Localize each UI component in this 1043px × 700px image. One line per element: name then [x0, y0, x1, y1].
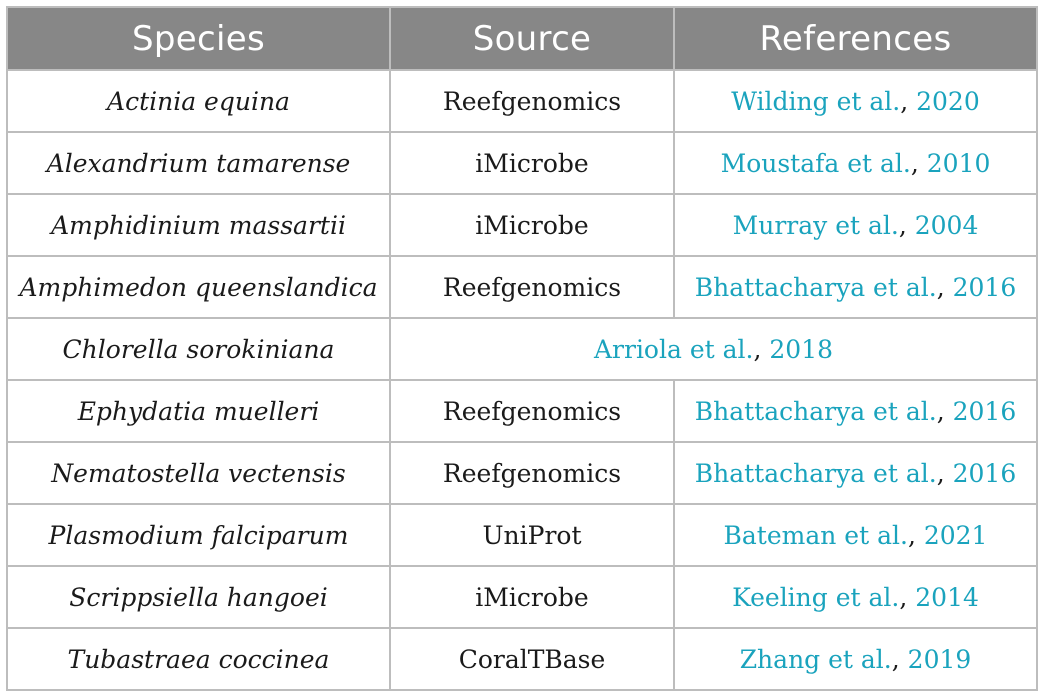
reference-cell: Bateman et al., 2021 [673, 503, 1038, 567]
species-cell: Amphidinium massartii [6, 193, 391, 257]
source-cell: iMicrobe [389, 193, 675, 257]
header-references: References [673, 6, 1038, 71]
reference-year-link[interactable]: 2010 [926, 148, 991, 178]
source-cell: CoralTBase [389, 627, 675, 691]
table-row: Tubastraea coccinea CoralTBase Zhang et … [6, 627, 1038, 691]
species-table: Species Source References Actinia equina… [6, 6, 1038, 691]
reference-separator: , [899, 582, 916, 612]
source-cell: Reefgenomics [389, 255, 675, 319]
species-cell: Alexandrium tamarense [6, 131, 391, 195]
species-cell: Nematostella vectensis [6, 441, 391, 505]
reference-authors-link[interactable]: Zhang et al. [739, 644, 892, 674]
source-cell: iMicrobe [389, 131, 675, 195]
table-header-row: Species Source References [6, 6, 1038, 71]
species-cell: Amphimedon queenslandica [6, 255, 391, 319]
reference-authors-link[interactable]: Arriola et al. [593, 334, 754, 364]
table-row: Alexandrium tamarense iMicrobe Moustafa … [6, 131, 1038, 195]
reference-year-link[interactable]: 2014 [915, 582, 979, 612]
reference-year-link[interactable]: 2004 [914, 210, 979, 240]
species-cell: Tubastraea coccinea [6, 627, 391, 691]
source-cell: Reefgenomics [389, 69, 675, 133]
reference-cell: Keeling et al., 2014 [673, 565, 1038, 629]
species-cell: Plasmodium falciparum [6, 503, 391, 567]
reference-separator: , [753, 334, 770, 364]
species-cell: Ephydatia muelleri [6, 379, 391, 443]
reference-authors-link[interactable]: Keeling et al. [732, 582, 900, 612]
reference-year-link[interactable]: 2019 [907, 644, 972, 674]
source-cell: Reefgenomics [389, 441, 675, 505]
reference-authors-link[interactable]: Bhattacharya et al. [694, 272, 937, 302]
source-cell: iMicrobe [389, 565, 675, 629]
reference-separator: , [936, 458, 953, 488]
species-cell: Scrippsiella hangoei [6, 565, 391, 629]
reference-year-link[interactable]: 2016 [952, 272, 1017, 302]
reference-separator: , [900, 86, 917, 116]
table-row: Plasmodium falciparum UniProt Bateman et… [6, 503, 1038, 567]
table-row: Amphidinium massartii iMicrobe Murray et… [6, 193, 1038, 257]
source-cell: Reefgenomics [389, 379, 675, 443]
reference-cell: Bhattacharya et al., 2016 [673, 379, 1038, 443]
reference-year-link[interactable]: 2021 [923, 520, 988, 550]
species-cell: Chlorella sorokiniana [6, 317, 391, 381]
header-species: Species [6, 6, 391, 71]
species-cell: Actinia equina [6, 69, 391, 133]
table-row: Amphimedon queenslandica Reefgenomics Bh… [6, 255, 1038, 319]
reference-cell: Moustafa et al., 2010 [673, 131, 1038, 195]
source-cell: UniProt [389, 503, 675, 567]
reference-separator: , [936, 272, 953, 302]
reference-authors-link[interactable]: Murray et al. [732, 210, 899, 240]
reference-authors-link[interactable]: Bhattacharya et al. [694, 458, 937, 488]
reference-separator: , [891, 644, 908, 674]
reference-separator: , [898, 210, 915, 240]
reference-authors-link[interactable]: Wilding et al. [731, 86, 901, 116]
reference-authors-link[interactable]: Moustafa et al. [720, 148, 911, 178]
reference-year-link[interactable]: 2016 [952, 396, 1017, 426]
reference-cell-merged: Arriola et al., 2018 [389, 317, 1038, 381]
reference-cell: Wilding et al., 2020 [673, 69, 1038, 133]
reference-separator: , [936, 396, 953, 426]
table-row: Chlorella sorokiniana Arriola et al., 20… [6, 317, 1038, 381]
species-table-container: Species Source References Actinia equina… [6, 6, 1038, 691]
reference-cell: Bhattacharya et al., 2016 [673, 441, 1038, 505]
table-row: Ephydatia muelleri Reefgenomics Bhattach… [6, 379, 1038, 443]
reference-year-link[interactable]: 2018 [769, 334, 834, 364]
reference-year-link[interactable]: 2016 [952, 458, 1017, 488]
reference-separator: , [907, 520, 924, 550]
reference-separator: , [910, 148, 927, 178]
reference-cell: Murray et al., 2004 [673, 193, 1038, 257]
table-row: Scrippsiella hangoei iMicrobe Keeling et… [6, 565, 1038, 629]
reference-authors-link[interactable]: Bhattacharya et al. [694, 396, 937, 426]
table-row: Actinia equina Reefgenomics Wilding et a… [6, 69, 1038, 133]
table-row: Nematostella vectensis Reefgenomics Bhat… [6, 441, 1038, 505]
reference-cell: Bhattacharya et al., 2016 [673, 255, 1038, 319]
reference-year-link[interactable]: 2020 [916, 86, 980, 116]
reference-cell: Zhang et al., 2019 [673, 627, 1038, 691]
reference-authors-link[interactable]: Bateman et al. [723, 520, 908, 550]
header-source: Source [389, 6, 675, 71]
